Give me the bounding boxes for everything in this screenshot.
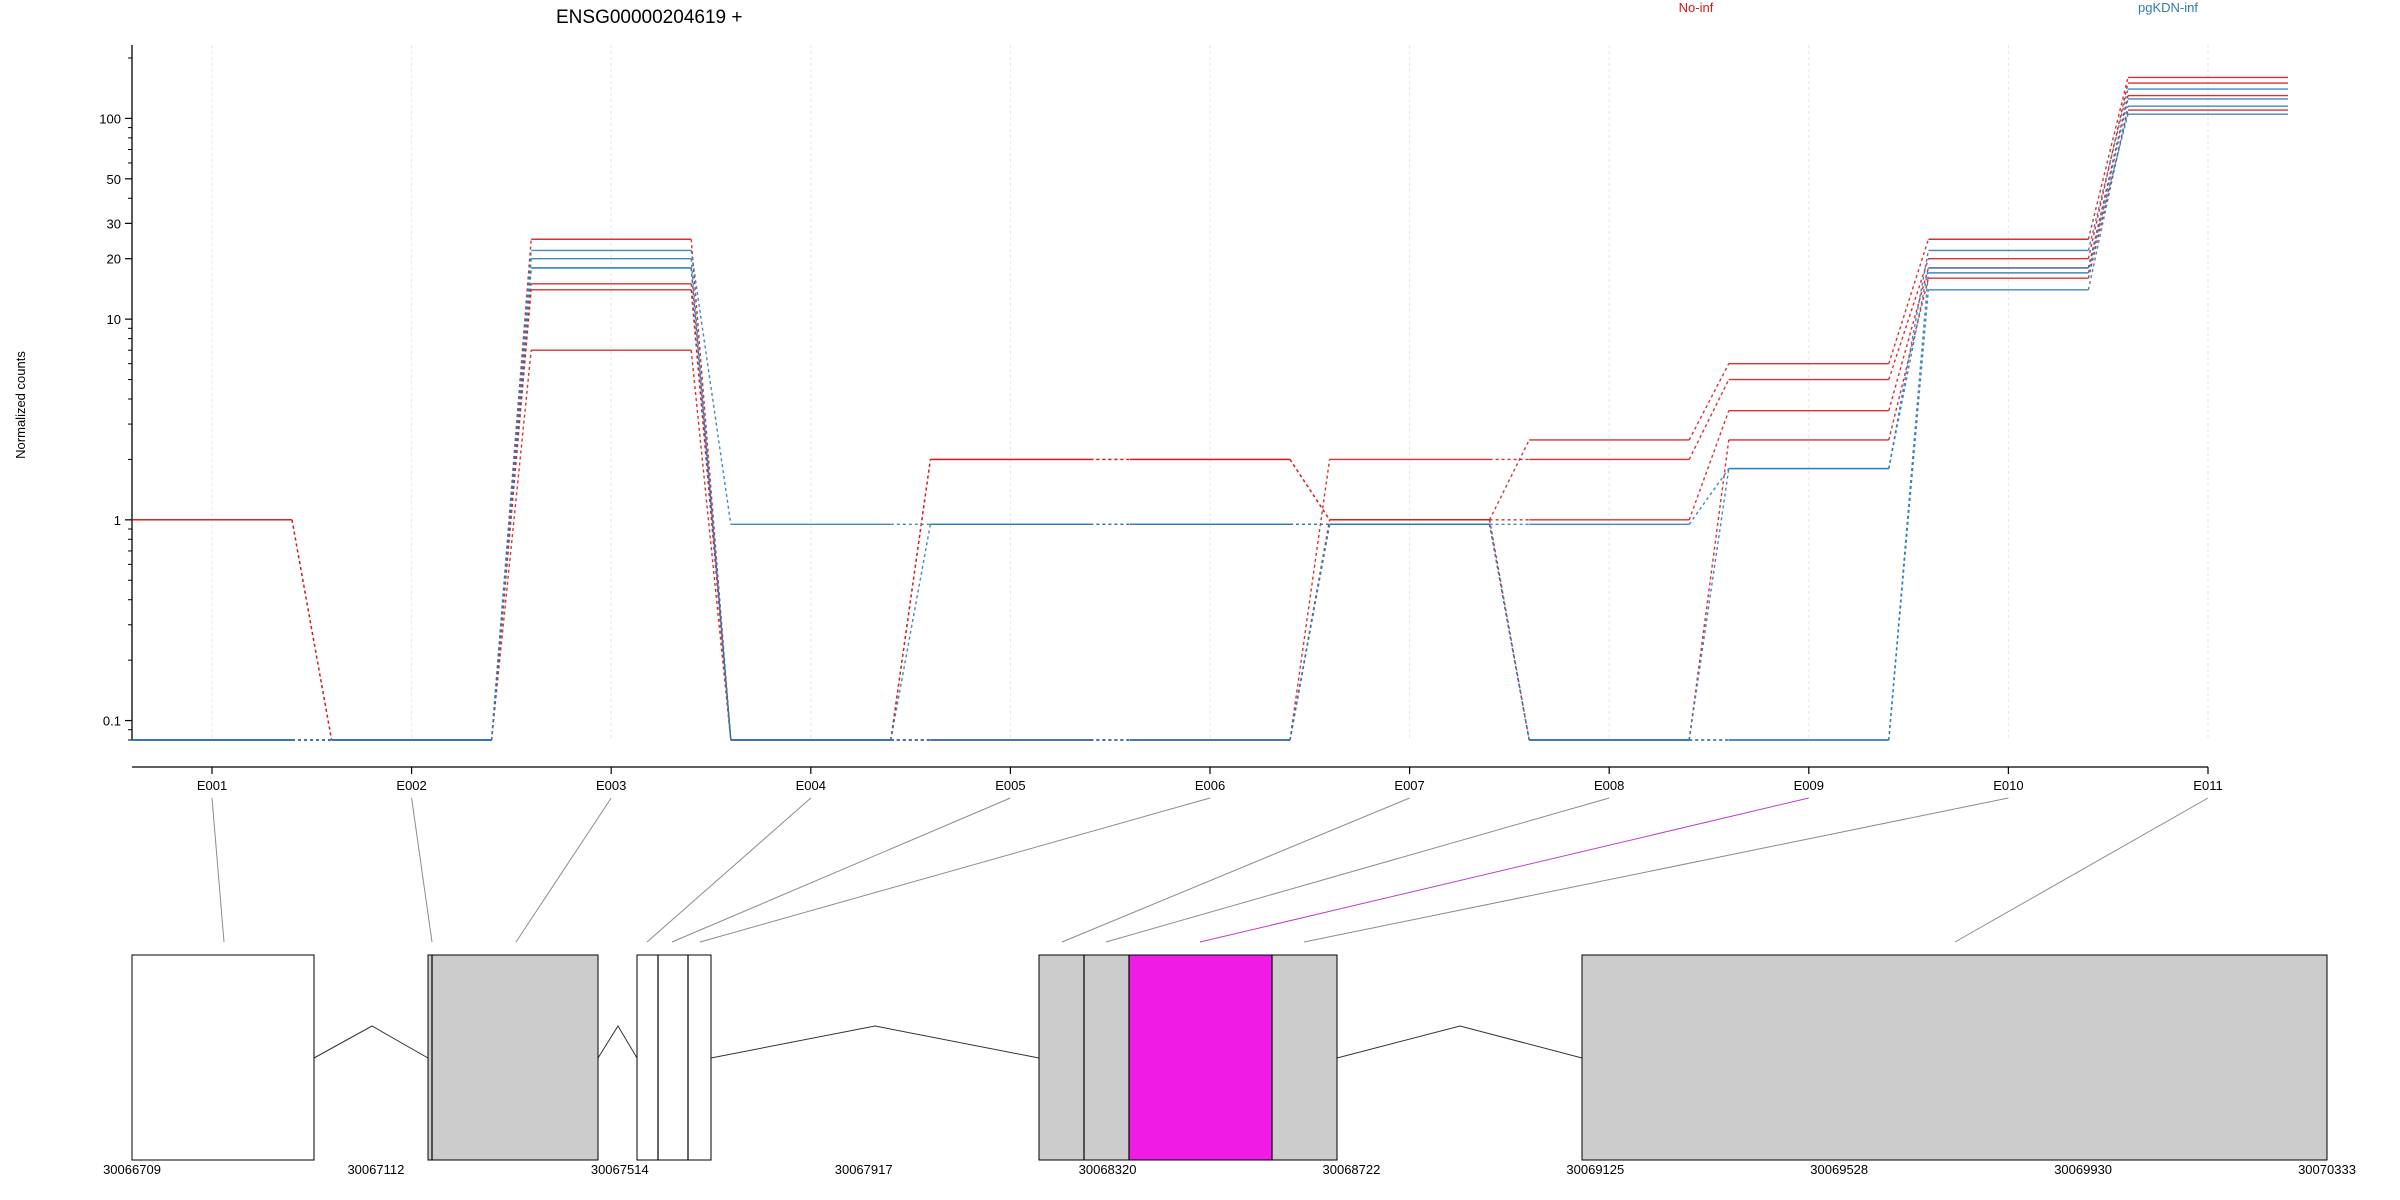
y-tick-label: 1 bbox=[114, 513, 121, 528]
x-tick-label: E006 bbox=[1195, 778, 1225, 793]
intron-line bbox=[710, 1025, 1040, 1059]
series-connector bbox=[2087, 82, 2129, 259]
x-tick-label: E003 bbox=[596, 778, 626, 793]
exon-connector bbox=[411, 797, 433, 943]
exon-connector bbox=[699, 797, 1211, 943]
series-connector bbox=[2087, 109, 2129, 279]
series-connector bbox=[1888, 277, 1930, 441]
series-connector bbox=[1688, 468, 1730, 525]
gene-model bbox=[131, 954, 2328, 1161]
x-tick-label: E010 bbox=[1993, 778, 2023, 793]
coordinate-tick-label: 30066709 bbox=[103, 1162, 161, 1177]
exon-connector bbox=[1061, 797, 1410, 943]
series-connector bbox=[1289, 524, 1331, 741]
x-tick-label: E007 bbox=[1394, 778, 1424, 793]
exon-box bbox=[636, 954, 712, 1161]
series-connector bbox=[490, 267, 532, 741]
exon-box bbox=[131, 954, 315, 1161]
x-tick-label: E011 bbox=[2193, 778, 2222, 793]
series-lines bbox=[132, 76, 2288, 741]
exon-connector bbox=[671, 797, 1011, 943]
y-axis: 0.1 1 10 20 30 50 100 bbox=[99, 45, 133, 741]
chart-title: ENSG00000204619 + bbox=[556, 7, 742, 28]
series-connector bbox=[690, 258, 732, 741]
series-connector bbox=[1688, 439, 1730, 741]
x-tick-label: E009 bbox=[1794, 778, 1824, 793]
series-connector bbox=[490, 239, 532, 741]
series-connector bbox=[1888, 239, 1930, 364]
coordinate-tick-label: 30069528 bbox=[1810, 1162, 1868, 1177]
series-connector bbox=[2087, 113, 2129, 269]
series-connector bbox=[1289, 459, 1331, 741]
exon-connector bbox=[646, 797, 812, 943]
y-tick-label: 30 bbox=[107, 216, 121, 231]
series-connector bbox=[1888, 267, 1930, 469]
exon-connector bbox=[1105, 797, 1610, 943]
series-connector bbox=[1688, 379, 1730, 460]
series-connector bbox=[1289, 459, 1331, 521]
y-axis-label: Normalized counts bbox=[13, 351, 28, 459]
coordinate-tick-label: 30069930 bbox=[2054, 1162, 2112, 1177]
series-connector bbox=[2087, 77, 2129, 240]
intron-line bbox=[597, 1025, 638, 1059]
x-tick-label: E004 bbox=[796, 778, 826, 793]
series-connector bbox=[690, 250, 732, 525]
series-connector bbox=[1888, 267, 1930, 411]
coordinate-tick-label: 30068320 bbox=[1079, 1162, 1137, 1177]
legend-label-no-inf: No-inf bbox=[1679, 0, 1714, 15]
y-tick-label: 50 bbox=[107, 172, 121, 187]
exon-connectors bbox=[211, 797, 2209, 943]
series-connector bbox=[291, 519, 333, 741]
series-connector bbox=[1688, 410, 1730, 521]
exon-box bbox=[1581, 954, 2328, 1161]
series-connector bbox=[890, 524, 932, 741]
series-connector bbox=[2087, 98, 2129, 274]
series-connector bbox=[690, 350, 732, 741]
x-tick-label: E008 bbox=[1594, 778, 1624, 793]
exon-box bbox=[427, 954, 599, 1161]
intron-line bbox=[313, 1025, 429, 1059]
y-tick-label: 10 bbox=[107, 312, 121, 327]
coordinate-tick-label: 30067112 bbox=[347, 1162, 404, 1177]
series-connector bbox=[1488, 519, 1530, 741]
x-tick-label: E002 bbox=[396, 778, 426, 793]
series-connector bbox=[890, 459, 932, 741]
y-tick-label: 100 bbox=[99, 111, 121, 126]
series-connector bbox=[490, 350, 532, 741]
y-tick-label: 20 bbox=[107, 252, 121, 267]
exon-connector bbox=[1303, 797, 2009, 943]
coordinate-tick-label: 30069125 bbox=[1566, 1162, 1624, 1177]
genomic-coordinate-axis: 30066709 30067112 30067514 30067917 30068320… bbox=[103, 1162, 2356, 1177]
y-tick-label: 0.1 bbox=[103, 714, 121, 729]
series-connector bbox=[1488, 439, 1530, 521]
exon-connector bbox=[1954, 797, 2209, 943]
x-tick-label: E001 bbox=[197, 778, 227, 793]
coordinate-tick-label: 30067514 bbox=[591, 1162, 649, 1177]
coordinate-tick-label: 30067917 bbox=[835, 1162, 893, 1177]
highlighted-exon-box bbox=[1128, 954, 1273, 1161]
series-connector bbox=[1289, 519, 1331, 741]
coordinate-tick-label: 30070333 bbox=[2298, 1162, 2356, 1177]
exon-connector bbox=[211, 797, 225, 943]
grid-lines bbox=[211, 45, 2209, 740]
x-tick-label: E005 bbox=[995, 778, 1025, 793]
series-connector bbox=[1488, 524, 1530, 741]
series-connector bbox=[1688, 468, 1730, 741]
intron-line bbox=[1336, 1025, 1583, 1059]
series-connector bbox=[2087, 106, 2129, 290]
series-connector bbox=[690, 267, 732, 741]
series-connector bbox=[2087, 88, 2129, 251]
x-axis: E001 E002 E003 E004 E005 E006 E007 E008 E009 E010… bbox=[132, 766, 2223, 793]
exon-connector bbox=[1199, 797, 1809, 943]
legend-label-pgkdn-inf: pgKDN-inf bbox=[2138, 0, 2198, 15]
series-pgkdn-inf bbox=[132, 88, 2288, 741]
series-pgkdn-inf bbox=[132, 113, 2288, 741]
series-connector bbox=[1888, 272, 1930, 741]
series-connector bbox=[1688, 363, 1730, 441]
coordinate-tick-label: 30068722 bbox=[1323, 1162, 1381, 1177]
exon-connector bbox=[515, 797, 612, 943]
